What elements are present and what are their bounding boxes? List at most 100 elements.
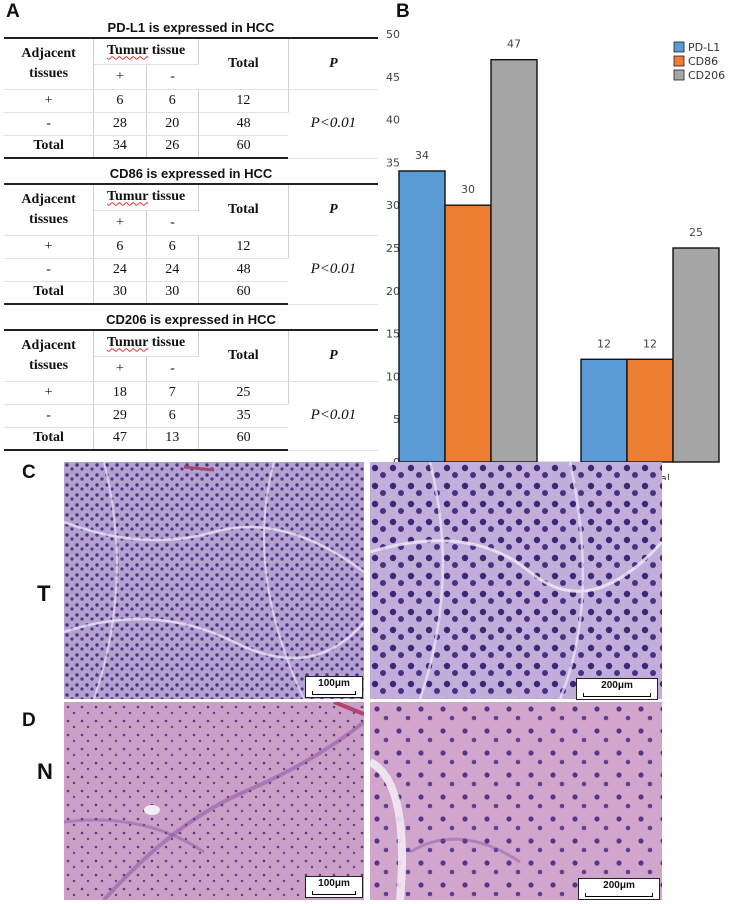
row-label: Total [4, 281, 95, 305]
table-title: CD86 is expressed in HCC [4, 165, 378, 185]
y-tick-label: 50 [386, 28, 400, 41]
cell-total: 60 [198, 427, 289, 451]
header-tumur-tissue: Tumur tissue [93, 331, 199, 357]
cell-positive: 47 [93, 427, 147, 451]
table-block: CD206 is expressed in HCC Adjacent tissues… [4, 311, 378, 451]
row-label: + [4, 235, 95, 259]
cell-negative: 6 [146, 235, 199, 259]
legend-entry: PD-L1 [688, 41, 720, 54]
header-adjacent-line1: Adjacent [21, 191, 76, 207]
y-tick-label: 15 [386, 328, 400, 341]
table-row: -29 6 35 [4, 404, 378, 428]
header-adjacent-line2: tissues [29, 65, 69, 81]
table-row: -28 20 48 [4, 112, 378, 136]
y-tick-label: 25 [386, 242, 400, 255]
header-p: P [288, 331, 378, 382]
data-label: 12 [597, 337, 611, 350]
histology-normal-high-mag [370, 702, 662, 900]
scale-label: 100μm [318, 878, 350, 889]
cell-negative: 7 [146, 381, 199, 405]
row-label: + [4, 89, 95, 113]
scale-label: 200μm [601, 680, 633, 691]
bar-cd206-normal [672, 247, 720, 463]
data-label: 47 [507, 38, 521, 51]
cell-positive: 24 [93, 258, 147, 282]
table-title: PD-L1 is expressed in HCC [4, 19, 378, 39]
header-adjacent-line1: Adjacent [21, 45, 76, 61]
header-p: P [288, 185, 378, 236]
subheader-negative: - [146, 356, 199, 382]
table-row: Total 30 30 60 [4, 281, 378, 305]
scale-bar-line [583, 693, 651, 697]
cell-positive: 28 [93, 112, 147, 136]
table-row: +6 6 12 P<0.01 [4, 235, 378, 305]
header-tissue-word: tissue [148, 189, 186, 205]
cell-negative: 26 [146, 135, 199, 159]
cell-total: 60 [198, 281, 289, 305]
y-tick-label: 30 [386, 199, 400, 212]
bar-pd-l1-tumor [398, 170, 446, 463]
row-label: - [4, 112, 95, 136]
row-label: Total [4, 427, 95, 451]
cell-total: 48 [198, 112, 289, 136]
header-total: Total [198, 331, 289, 382]
legend-swatch [673, 55, 685, 67]
header-adjacent-line1: Adjacent [21, 337, 76, 353]
p-value: P<0.01 [288, 235, 378, 305]
cell-negative: 13 [146, 427, 199, 451]
cell-negative: 20 [146, 112, 199, 136]
legend-swatch [673, 69, 685, 81]
data-label: 34 [415, 149, 429, 162]
scale-bar-normal-low: 100μm [305, 876, 363, 898]
row-label: + [4, 381, 95, 405]
row-label-normal: N [37, 759, 53, 784]
panel-c-letter: C [22, 462, 36, 483]
y-tick-label: 45 [386, 71, 400, 84]
subheader-negative: - [146, 210, 199, 236]
table-row: +18 7 25 P<0.01 [4, 381, 378, 451]
panel-a-letter: A [6, 1, 20, 22]
table-row: +6 6 12 P<0.01 [4, 89, 378, 159]
cell-total: 12 [198, 235, 289, 259]
bar-cd206-tumor [490, 58, 538, 463]
panel-b-letter: B [396, 1, 410, 22]
y-tick-label: 35 [386, 156, 400, 169]
legend-entry: CD206 [688, 69, 725, 82]
histology-tumor-low-mag [64, 462, 364, 699]
cell-negative: 6 [146, 404, 199, 428]
cell-positive: 18 [93, 381, 147, 405]
cell-positive: 30 [93, 281, 147, 305]
header-total: Total [198, 185, 289, 236]
row-label: Total [4, 135, 95, 159]
header-tissue-word: tissue [148, 43, 186, 59]
cell-negative: 30 [146, 281, 199, 305]
bar-chart: 05101520253035404550343047Tumor121225Nor… [386, 28, 725, 480]
header-tumur-word: Tumur [107, 335, 149, 351]
subheader-negative: - [146, 64, 199, 90]
row-label: - [4, 258, 95, 282]
subheader-positive: + [93, 64, 147, 90]
scale-bar-line [585, 893, 653, 897]
y-tick-label: 10 [386, 370, 400, 383]
legend-swatch [673, 41, 685, 53]
bar-cd86-tumor [444, 204, 492, 463]
cell-total: 60 [198, 135, 289, 159]
row-label-tumor: T [37, 581, 51, 606]
scale-bar-line [312, 891, 356, 895]
table-row: -24 24 48 [4, 258, 378, 282]
table-row: Total 34 26 60 [4, 135, 378, 159]
cell-negative: 24 [146, 258, 199, 282]
cell-total: 12 [198, 89, 289, 113]
contingency-tables: PD-L1 is expressed in HCC Adjacent tissues… [4, 19, 378, 451]
y-tick-label: 20 [386, 285, 400, 298]
panel-d-letter: D [22, 710, 36, 731]
cell-positive: 34 [93, 135, 147, 159]
cell-total: 48 [198, 258, 289, 282]
cell-negative: 6 [146, 89, 199, 113]
header-adjacent: Adjacent tissues [4, 39, 95, 90]
scale-bar-tumor-low: 100μm [305, 676, 363, 698]
table-block: CD86 is expressed in HCC Adjacent tissues T… [4, 165, 378, 305]
cell-positive: 6 [93, 235, 147, 259]
table-row: Total 47 13 60 [4, 427, 378, 451]
header-total: Total [198, 39, 289, 90]
